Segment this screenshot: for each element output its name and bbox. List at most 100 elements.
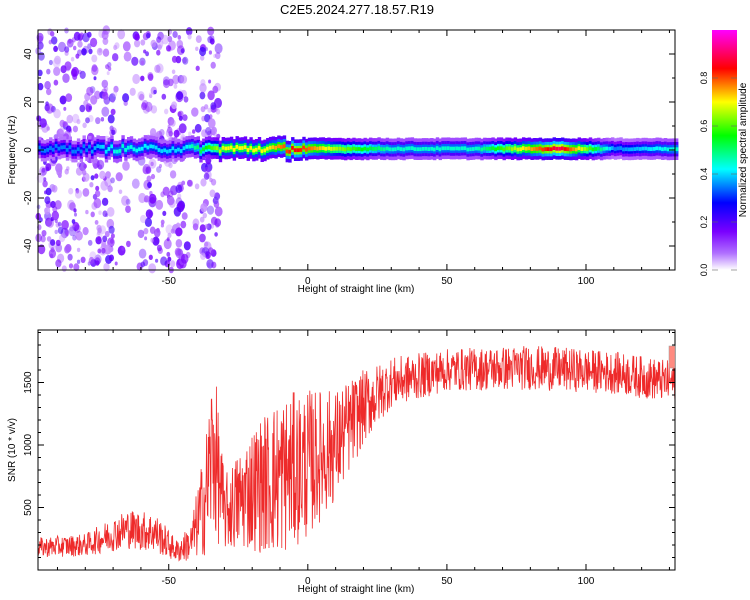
heatmap-noise-cell bbox=[55, 243, 63, 253]
heatmap-noise-cell bbox=[180, 48, 185, 54]
heatmap-noise-cell bbox=[156, 227, 160, 233]
heatmap-noise-cell bbox=[41, 167, 47, 176]
heatmap-noise-cell bbox=[90, 95, 98, 105]
heatmap-ridge-cell bbox=[38, 145, 42, 150]
heatmap-noise-cell bbox=[105, 213, 109, 218]
heatmap-noise-cell bbox=[117, 245, 126, 256]
heatmap-ridge-cell bbox=[605, 146, 609, 151]
heatmap-noise-cell bbox=[73, 263, 80, 272]
heatmap-ridge-cell bbox=[263, 148, 267, 153]
heatmap-ridge-cell bbox=[288, 149, 292, 154]
heatmap-noise-cell bbox=[37, 41, 44, 50]
heatmap-noise-cell bbox=[122, 93, 130, 103]
heatmap-ridge-cell bbox=[338, 146, 342, 151]
heatmap-noise-cell bbox=[180, 253, 189, 264]
heatmap-ridge-cell bbox=[118, 149, 123, 153]
heatmap-noise-cell bbox=[68, 226, 77, 237]
heatmap-noise-cell bbox=[171, 55, 178, 63]
heatmap-ridge-cell bbox=[154, 145, 159, 150]
heatmap-ridge-cell bbox=[179, 149, 184, 153]
heatmap-ridge-cell bbox=[435, 146, 440, 150]
heatmap-noise-cell bbox=[100, 243, 106, 250]
heatmap-ridge-cell bbox=[260, 149, 264, 154]
heatmap-ridge-cell bbox=[405, 146, 409, 151]
heatmap-noise-cell bbox=[88, 105, 92, 111]
heatmap-ridge-cell bbox=[268, 145, 273, 150]
heatmap-noise-cell bbox=[204, 241, 209, 247]
heatmap-noise-cell bbox=[152, 236, 160, 246]
snr-scroll-handle[interactable] bbox=[668, 345, 676, 369]
heatmap-ridge-cell bbox=[563, 147, 568, 151]
heatmap-ridge-cell bbox=[641, 146, 645, 151]
heatmap-ridge-cell bbox=[291, 146, 295, 150]
heatmap-noise-cell bbox=[50, 200, 56, 209]
heatmap-ridge-cell bbox=[636, 146, 640, 151]
heatmap-noise-cell bbox=[101, 88, 108, 97]
heatmap-noise-cell bbox=[164, 108, 169, 115]
heatmap-noise-cell bbox=[145, 166, 152, 174]
heatmap-noise-cell bbox=[87, 43, 92, 49]
snr-y-tick-labels: 500 1000 1500 bbox=[23, 371, 34, 516]
heatmap-ridge-cell bbox=[588, 146, 593, 151]
heatmap-noise-cell bbox=[205, 127, 212, 136]
heatmap-ridge-cell bbox=[238, 146, 242, 150]
y-tick-label: 0 bbox=[23, 147, 34, 153]
heatmap-ridge-cell bbox=[157, 148, 161, 152]
heatmap-ridge-cell bbox=[388, 147, 392, 152]
heatmap-noise-cell bbox=[54, 229, 58, 235]
heatmap-noise-cell bbox=[200, 79, 206, 86]
heatmap-noise-cell bbox=[88, 256, 95, 265]
heatmap-noise-cell bbox=[123, 51, 132, 62]
heatmap-noise-cell bbox=[162, 186, 170, 196]
heatmap-noise-cell bbox=[77, 40, 83, 48]
heatmap-noise-cell bbox=[71, 66, 79, 77]
heatmap-noise-cell bbox=[65, 65, 71, 72]
heatmap-ridge-cell bbox=[68, 145, 72, 150]
heatmap-ridge-cell bbox=[127, 145, 131, 150]
heatmap-noise-cell bbox=[146, 175, 152, 183]
heatmap-ridge-cell bbox=[121, 144, 125, 148]
heatmap-noise-cell bbox=[102, 91, 109, 100]
heatmap-noise-cell bbox=[160, 256, 168, 266]
heatmap-noise-cell bbox=[48, 248, 57, 259]
heatmap-ridge-cell bbox=[344, 147, 348, 152]
heatmap-ridge-cell bbox=[332, 146, 337, 151]
heatmap-ridge-cell bbox=[527, 146, 531, 151]
heatmap-ridge-cell bbox=[408, 146, 412, 151]
heatmap-ridge-cell bbox=[166, 149, 170, 154]
heatmap-ridge-cell bbox=[163, 148, 167, 153]
heatmap-ridge-cell bbox=[149, 144, 153, 149]
heatmap-noise-cell bbox=[176, 91, 184, 100]
y-tick-label: 1500 bbox=[23, 371, 34, 394]
heatmap-noise-cell bbox=[100, 180, 109, 191]
heatmap-ridge-cell bbox=[424, 146, 429, 151]
heatmap-ridge-cell bbox=[421, 147, 426, 151]
heatmap-ridge-cell bbox=[661, 147, 665, 152]
heatmap-noise-cell bbox=[207, 107, 212, 113]
heatmap-ridge-cell bbox=[255, 147, 259, 152]
heatmap-noise-cell bbox=[150, 237, 154, 243]
heatmap-ridge-cell bbox=[519, 147, 523, 152]
heatmap-noise-cell bbox=[79, 104, 86, 113]
heatmap-noise-cell bbox=[146, 32, 151, 39]
colorbar-tick-label: 0.2 bbox=[699, 216, 709, 229]
heatmap-noise-cell bbox=[45, 187, 52, 196]
heatmap-ridge-cell bbox=[471, 147, 476, 151]
heatmap-noise-cell bbox=[64, 50, 69, 56]
heatmap-noise-cell bbox=[46, 236, 52, 242]
heatmap-noise-cell bbox=[214, 218, 221, 227]
heatmap-noise-cell bbox=[131, 56, 139, 66]
heatmap-noise-cell bbox=[81, 48, 87, 56]
heatmap-ridge-cell bbox=[49, 146, 53, 150]
heatmap-noise-cell bbox=[103, 85, 109, 92]
heatmap-noise-cell bbox=[194, 123, 202, 133]
heatmap-noise-cell bbox=[113, 85, 119, 93]
heatmap-noise-cell bbox=[170, 119, 176, 127]
heatmap-noise-cell bbox=[162, 210, 167, 216]
heatmap-noise-cell bbox=[157, 31, 164, 41]
heatmap-ridge-cell bbox=[488, 146, 492, 151]
heatmap-ridge-cell bbox=[561, 146, 565, 151]
heatmap-noise-cell bbox=[199, 216, 205, 223]
heatmap-ridge-cell bbox=[185, 144, 189, 149]
heatmap-ridge-cell bbox=[110, 144, 114, 149]
